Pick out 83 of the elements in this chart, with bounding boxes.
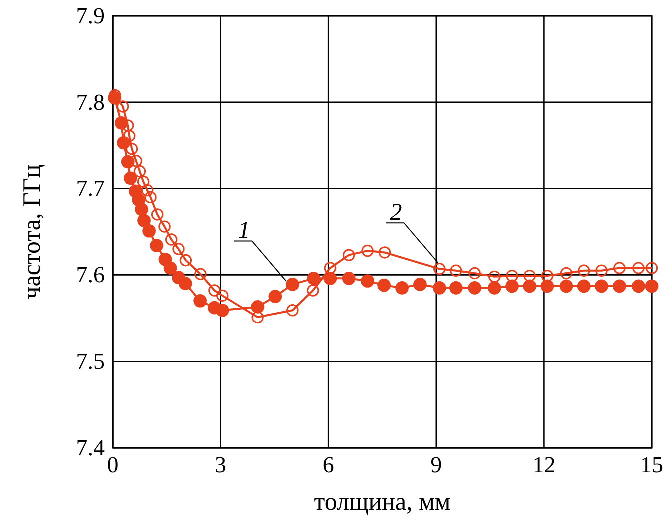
point bbox=[324, 262, 336, 274]
point bbox=[450, 264, 462, 277]
point bbox=[362, 244, 374, 258]
point bbox=[612, 280, 626, 294]
point bbox=[252, 311, 264, 324]
x-tick-label: 12 bbox=[532, 452, 556, 478]
point bbox=[135, 202, 148, 216]
point bbox=[506, 270, 518, 282]
x-tick-label: 3 bbox=[215, 452, 227, 478]
point bbox=[342, 249, 356, 262]
point bbox=[523, 280, 536, 294]
x-tick-label: 15 bbox=[640, 452, 664, 478]
point bbox=[414, 278, 427, 292]
point bbox=[164, 262, 178, 275]
point bbox=[432, 282, 446, 295]
point bbox=[172, 243, 185, 256]
point bbox=[307, 284, 320, 297]
point bbox=[632, 262, 645, 274]
point bbox=[268, 290, 282, 304]
point bbox=[158, 220, 171, 233]
y-axis-title: частота, ГГц bbox=[19, 164, 46, 300]
y-tick-label: 7.4 bbox=[76, 435, 106, 460]
point bbox=[208, 284, 221, 297]
point bbox=[578, 264, 590, 277]
y-tick-label: 7.5 bbox=[76, 348, 105, 374]
point bbox=[378, 278, 391, 292]
point bbox=[142, 224, 156, 238]
y-tick-label: 7.6 bbox=[76, 262, 105, 288]
point bbox=[646, 262, 658, 274]
point bbox=[151, 208, 164, 221]
y-tick-label: 7.9 bbox=[76, 3, 105, 28]
point bbox=[194, 268, 207, 280]
point bbox=[614, 262, 626, 274]
point bbox=[178, 277, 192, 290]
point bbox=[645, 280, 659, 294]
point bbox=[632, 280, 646, 294]
point bbox=[396, 282, 409, 295]
point bbox=[560, 267, 573, 280]
point bbox=[216, 290, 229, 302]
point bbox=[165, 234, 178, 246]
point bbox=[449, 282, 463, 295]
point bbox=[468, 267, 481, 280]
y-tick-label: 7.7 bbox=[76, 176, 105, 202]
point bbox=[286, 304, 299, 317]
annotation: 2 bbox=[390, 200, 402, 226]
point bbox=[434, 263, 446, 276]
point bbox=[361, 274, 374, 288]
point bbox=[216, 304, 230, 318]
point bbox=[595, 280, 608, 294]
x-tick-label: 0 bbox=[107, 452, 119, 478]
point bbox=[137, 176, 150, 188]
point bbox=[577, 280, 591, 294]
point bbox=[506, 280, 519, 294]
point bbox=[134, 165, 146, 178]
point bbox=[150, 239, 164, 252]
point bbox=[468, 282, 482, 295]
point bbox=[138, 214, 151, 228]
y-tick-label: 7.8 bbox=[76, 90, 105, 115]
point bbox=[488, 270, 501, 284]
x-tick-label: 9 bbox=[430, 452, 442, 478]
point bbox=[123, 130, 136, 142]
point bbox=[524, 270, 536, 282]
point bbox=[124, 172, 138, 186]
point bbox=[141, 184, 154, 197]
point bbox=[307, 272, 321, 286]
point bbox=[342, 272, 356, 286]
point bbox=[488, 282, 502, 295]
point bbox=[194, 294, 207, 308]
point bbox=[378, 246, 392, 259]
point bbox=[286, 278, 300, 292]
point bbox=[116, 100, 130, 113]
point bbox=[560, 280, 574, 294]
point bbox=[251, 300, 264, 314]
point bbox=[180, 254, 192, 267]
point bbox=[541, 270, 554, 282]
annotation: 1 bbox=[238, 218, 250, 244]
point bbox=[324, 272, 338, 286]
x-axis-title: толщина, мм bbox=[314, 489, 451, 516]
point bbox=[540, 280, 554, 294]
x-tick-label: 6 bbox=[322, 452, 334, 478]
point bbox=[596, 264, 608, 277]
point bbox=[144, 191, 157, 204]
point bbox=[126, 142, 138, 156]
